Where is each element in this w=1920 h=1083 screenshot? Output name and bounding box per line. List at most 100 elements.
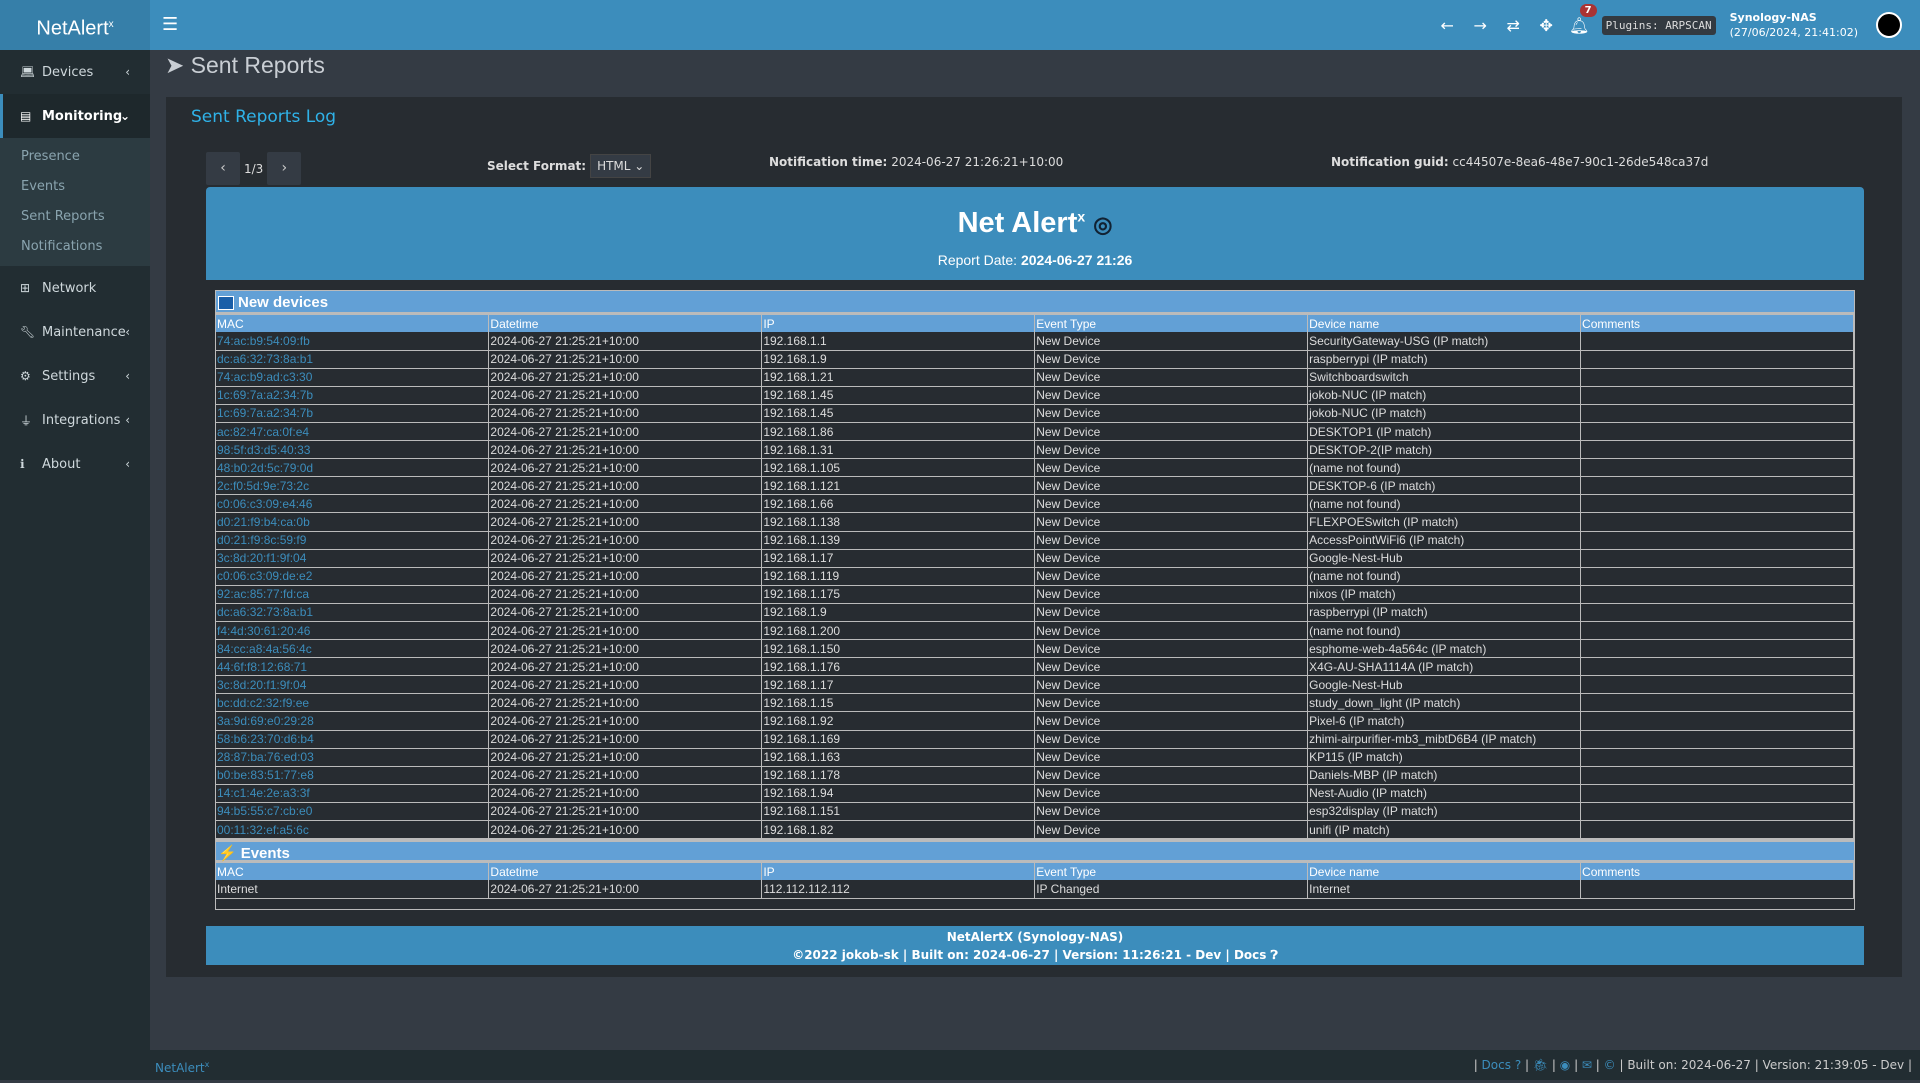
mac-cell[interactable]: 58:b6:23:70:d6:b4 bbox=[216, 730, 490, 749]
mac-cell[interactable]: 92:ac:85:77:fd:ca bbox=[216, 585, 490, 604]
page-footer: NetAlertx | Docs ? | 🐞︎ | ◉ | ✉ | © | Bu… bbox=[0, 1050, 1920, 1080]
mac-cell[interactable]: b0:be:83:51:77:e8 bbox=[216, 766, 490, 785]
device-name-cell: (name not found) bbox=[1307, 494, 1582, 514]
submenu-notifications[interactable]: Notifications bbox=[21, 239, 103, 254]
page-title-text: Sent Reports bbox=[190, 52, 325, 78]
device-name-cell: Internet bbox=[1307, 880, 1582, 899]
datetime-cell: 2024-06-27 21:25:21+10:00 bbox=[488, 350, 763, 369]
mac-cell[interactable]: c0:06:c3:09:e4:46 bbox=[216, 494, 490, 514]
github-icon[interactable]: ◉ bbox=[1559, 1058, 1571, 1072]
mac-cell[interactable]: f4:4d:30:61:20:46 bbox=[216, 621, 490, 641]
comments-cell bbox=[1580, 494, 1854, 514]
mac-cell[interactable]: ac:82:47:ca:0f:e4 bbox=[216, 422, 490, 442]
comments-cell bbox=[1580, 368, 1854, 387]
sidebar-item-integrations[interactable]: ⏚ Integrations ‹ bbox=[0, 398, 150, 442]
submenu-presence[interactable]: Presence bbox=[21, 149, 80, 164]
datetime-cell: 2024-06-27 21:25:21+10:00 bbox=[488, 476, 763, 496]
user-avatar[interactable] bbox=[1876, 12, 1902, 38]
host-name: Synology-NAS bbox=[1729, 11, 1817, 24]
mac-cell[interactable]: 74:ac:b9:ad:c3:30 bbox=[216, 368, 490, 387]
column-header: Device name bbox=[1307, 315, 1582, 332]
mac-cell[interactable]: dc:a6:32:73:8a:b1 bbox=[216, 350, 490, 369]
prev-page-button[interactable]: ‹ bbox=[206, 152, 240, 185]
ip-cell: 192.168.1.163 bbox=[761, 748, 1036, 767]
events-title: Events bbox=[240, 845, 290, 863]
sidebar-item-label: Integrations bbox=[42, 412, 121, 428]
mac-cell[interactable]: 74:ac:b9:54:09:fb bbox=[216, 332, 490, 351]
mac-cell[interactable]: 1c:69:7a:a2:34:7b bbox=[216, 404, 490, 423]
app-logo[interactable]: NetAlertx bbox=[0, 0, 150, 50]
mac-cell[interactable]: dc:a6:32:73:8a:b1 bbox=[216, 603, 490, 623]
datetime-cell: 2024-06-27 21:25:21+10:00 bbox=[488, 693, 763, 713]
mac-cell[interactable]: d0:21:f9:b4:ca:0b bbox=[216, 512, 490, 532]
comments-cell bbox=[1580, 350, 1854, 369]
comments-cell bbox=[1580, 820, 1854, 840]
bell-icon[interactable]: 🔔︎ 7 bbox=[1563, 3, 1597, 35]
sidebar-item-network[interactable]: ⊞ Network bbox=[0, 266, 150, 310]
mac-cell[interactable]: 2c:f0:5d:9e:73:2c bbox=[216, 476, 490, 496]
table-row: 74:ac:b9:54:09:fb 2024-06-27 21:25:21+10:… bbox=[216, 332, 1854, 351]
copyright-icon[interactable]: © bbox=[1603, 1058, 1616, 1072]
device-name-cell: Switchboardswitch bbox=[1307, 368, 1582, 387]
help-icon[interactable]: ? bbox=[1514, 1058, 1522, 1072]
sidebar-item-settings[interactable]: ⚙ Settings ‹ bbox=[0, 354, 150, 398]
table-row: dc:a6:32:73:8a:b1 2024-06-27 21:25:21+10:… bbox=[216, 350, 1854, 369]
table-row: 28:87:ba:76:ed:03 2024-06-27 21:25:21+10:… bbox=[216, 748, 1854, 767]
submenu-events[interactable]: Events bbox=[21, 179, 66, 194]
ip-cell: 192.168.1.82 bbox=[761, 820, 1036, 840]
device-name-cell: DESKTOP1 (IP match) bbox=[1307, 422, 1582, 442]
table-row: 2c:f0:5d:9e:73:2c 2024-06-27 21:25:21+10:… bbox=[216, 476, 1854, 496]
event-type-cell: New Device bbox=[1034, 820, 1309, 840]
mac-cell[interactable]: 3c:8d:20:f1:9f:04 bbox=[216, 675, 490, 695]
sidebar-item-monitoring[interactable]: ▤ Monitoring ⌄ bbox=[0, 94, 150, 138]
column-header: Event Type bbox=[1034, 863, 1309, 881]
mac-cell[interactable]: 94:b5:55:c7:cb:e0 bbox=[216, 802, 490, 822]
mac-cell[interactable]: 3c:8d:20:f1:9f:04 bbox=[216, 549, 490, 568]
mac-cell[interactable]: 98:5f:d3:d5:40:33 bbox=[216, 440, 490, 460]
host-datetime: (27/06/2024, 21:41:02) bbox=[1729, 26, 1858, 39]
device-name-cell: Daniels-MBP (IP match) bbox=[1307, 766, 1582, 785]
datetime-cell: 2024-06-27 21:25:21+10:00 bbox=[488, 820, 763, 840]
event-type-cell: New Device bbox=[1034, 585, 1309, 604]
laptop-icon: 💻︎ bbox=[20, 65, 36, 79]
mac-cell[interactable]: 28:87:ba:76:ed:03 bbox=[216, 748, 490, 767]
mac-cell[interactable]: d0:21:f9:8c:59:f9 bbox=[216, 531, 490, 550]
docs-link[interactable]: Docs bbox=[1481, 1058, 1511, 1072]
move-arrows-icon[interactable]: ✥ bbox=[1539, 15, 1553, 35]
mac-cell[interactable]: 00:11:32:ef:a5:6c bbox=[216, 820, 490, 840]
device-name-cell: X4G-AU-SHA1114A (IP match) bbox=[1307, 657, 1582, 677]
menu-toggle-icon[interactable]: ☰ bbox=[162, 14, 179, 35]
sidebar-item-about[interactable]: ℹ About ‹ bbox=[0, 442, 150, 486]
back-arrow-icon[interactable]: ← bbox=[1440, 15, 1454, 35]
next-page-button[interactable]: › bbox=[267, 152, 302, 185]
mac-cell[interactable]: 3a:9d:69:e0:29:28 bbox=[216, 711, 490, 731]
comments-cell bbox=[1580, 512, 1854, 532]
sidebar-item-maintenance[interactable]: 🔧︎ Maintenance ‹ bbox=[0, 310, 150, 354]
format-select[interactable]: HTML ⌄ bbox=[590, 154, 652, 178]
table-row: 92:ac:85:77:fd:ca 2024-06-27 21:25:21+10:… bbox=[216, 585, 1854, 604]
datetime-cell: 2024-06-27 21:25:21+10:00 bbox=[488, 440, 763, 460]
table-row: 58:b6:23:70:d6:b4 2024-06-27 21:25:21+10:… bbox=[216, 730, 1854, 749]
wrench-icon: 🔧︎ bbox=[20, 325, 36, 339]
ip-cell: 192.168.1.86 bbox=[761, 422, 1036, 442]
forward-arrow-icon[interactable]: → bbox=[1473, 15, 1487, 35]
report-title: Net Alertx ◎ bbox=[206, 207, 1864, 240]
event-type-cell: New Device bbox=[1034, 404, 1309, 423]
datetime-cell: 2024-06-27 21:25:21+10:00 bbox=[488, 422, 763, 442]
help-icon[interactable]: ❓︎ bbox=[1270, 948, 1278, 962]
bug-icon[interactable]: 🐞︎ bbox=[1532, 1058, 1549, 1072]
sidebar-item-devices[interactable]: 💻︎ Devices ‹ bbox=[0, 50, 150, 94]
sent-reports-box: Sent Reports Log ‹ 1/3 › Select Format: H… bbox=[166, 97, 1902, 977]
refresh-icon[interactable]: ⇄ bbox=[1506, 15, 1520, 35]
mac-cell[interactable]: c0:06:c3:09:de:e2 bbox=[216, 567, 490, 586]
mac-cell[interactable]: 44:6f:f8:12:68:71 bbox=[216, 657, 490, 677]
mail-icon[interactable]: ✉ bbox=[1581, 1058, 1592, 1072]
ip-cell: 192.168.1.139 bbox=[761, 531, 1036, 550]
mac-cell[interactable]: 14:c1:4e:2e:a3:3f bbox=[216, 784, 490, 803]
mac-cell[interactable]: 84:cc:a8:4a:56:4c bbox=[216, 639, 490, 659]
plug-icon: ⏚ bbox=[20, 413, 33, 428]
submenu-sent-reports[interactable]: Sent Reports bbox=[21, 209, 105, 224]
mac-cell[interactable]: 48:b0:2d:5c:79:0d bbox=[216, 458, 490, 478]
mac-cell[interactable]: 1c:69:7a:a2:34:7b bbox=[216, 386, 490, 405]
mac-cell[interactable]: bc:dd:c2:32:f9:ee bbox=[216, 693, 490, 713]
